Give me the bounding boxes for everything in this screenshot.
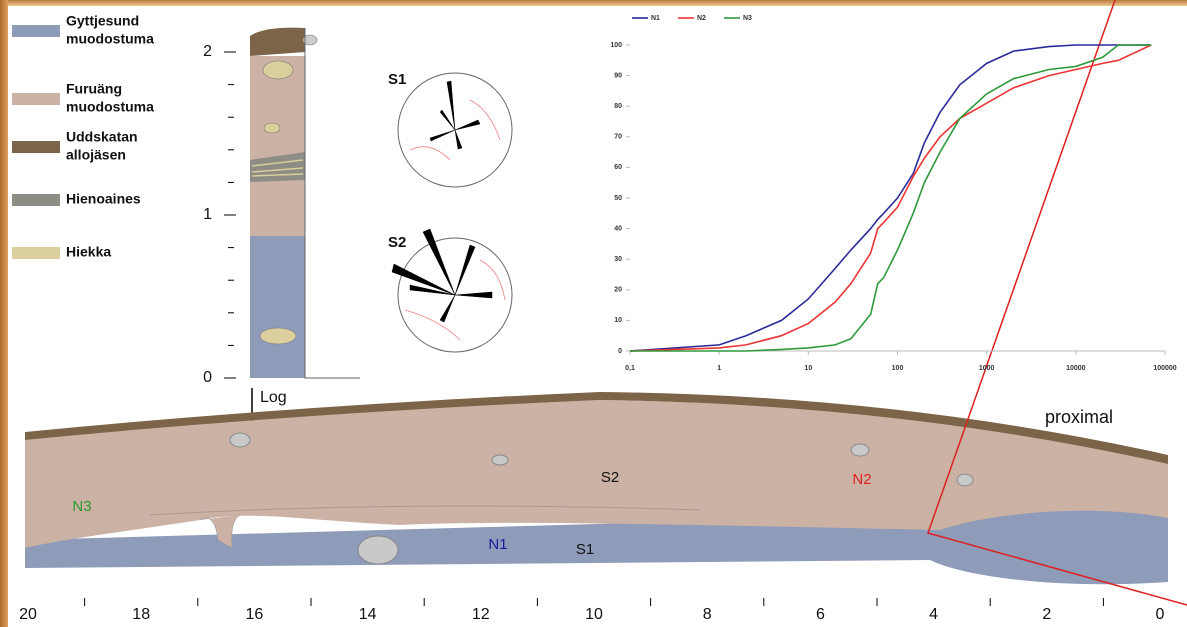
log-tick-label: 1 [203,206,212,223]
rose-label: S2 [388,234,406,251]
x-tick-label: 10000 [1066,365,1086,372]
legend-swatch [12,194,60,206]
y-tick-label: 10 [614,317,622,324]
page: { "legend": [ {"lines": ["Gyttjesund", "… [0,0,1187,627]
y-tick-label: 30 [614,256,622,263]
y-tick-label: 60 [614,164,622,171]
rose-label: S1 [388,71,406,88]
section-tick-label: 18 [132,606,150,623]
x-tick-label: 100000 [1153,365,1176,372]
x-tick-label: 1000 [979,365,995,372]
legend-label: N1 [651,15,660,22]
section-label: S1 [576,541,594,558]
section-tick-label: 10 [585,606,603,623]
x-tick-label: 1 [717,365,721,372]
side-label: proximal [1045,407,1113,427]
section-tick-label: 4 [929,606,938,623]
section-tick-label: 16 [246,606,264,623]
legend-text: muodostuma [66,99,154,115]
y-tick-label: 100 [610,42,622,49]
section-tick-label: 6 [816,606,825,623]
log-tick-label: 0 [203,369,212,386]
frame-top [0,0,1187,6]
section-tick-label: 14 [359,606,377,623]
y-tick-label: 80 [614,103,622,110]
figure: Log Gyttjesund muodostuma Furuäng muodostum… [0,0,1187,627]
section-tick-label: 0 [1156,606,1165,623]
section-label: N3 [72,498,91,515]
legend-text: Gyttjesund [66,13,139,29]
section-tick-label: 8 [703,606,712,623]
section-label: N2 [852,471,871,488]
y-tick-label: 70 [614,134,622,141]
y-tick-label: 20 [614,287,622,294]
section-tick-label: 2 [1042,606,1051,623]
section-tick-label: 20 [19,606,37,623]
log-label: Log [260,389,287,406]
legend-label: N2 [697,15,706,22]
section-label: N1 [488,536,507,553]
legend-text: Hiekka [66,244,111,260]
legend-swatch [12,93,60,105]
y-tick-label: 0 [618,348,622,355]
legend-swatch [12,141,60,153]
x-tick-label: 100 [892,365,904,372]
legend-swatch [12,247,60,259]
section-label: S2 [601,469,619,486]
section-tick-label: 12 [472,606,490,623]
y-tick-label: 50 [614,195,622,202]
frame-left [0,0,8,627]
log-tick-label: 2 [203,43,212,60]
legend-text: muodostuma [66,31,154,47]
legend-label: N3 [743,15,752,22]
legend-text: allojäsen [66,147,126,163]
legend-text: Hienoaines [66,191,141,207]
legend-swatch [12,25,60,37]
legend-text: Uddskatan [66,129,138,145]
y-tick-label: 40 [614,225,622,232]
x-tick-label: 0,1 [625,365,635,372]
legend-text: Furuäng [66,81,122,97]
x-tick-label: 10 [804,365,812,372]
y-tick-label: 90 [614,72,622,79]
